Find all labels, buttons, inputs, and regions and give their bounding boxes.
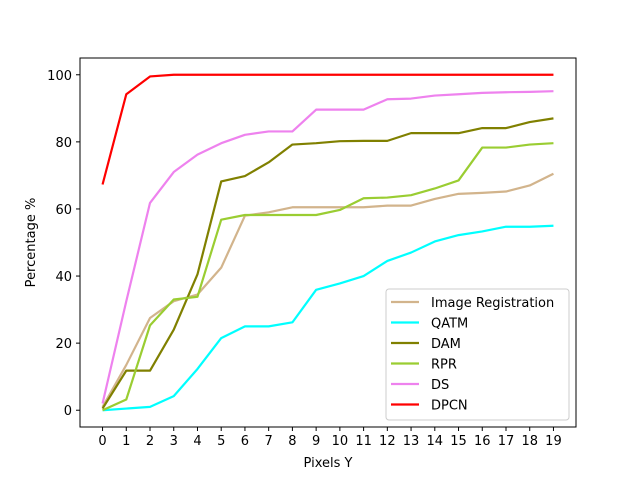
legend-items: Image Registration QATM DAM RPR DS DPCN (391, 296, 554, 414)
x-tick-label: 0 (98, 434, 106, 449)
x-tick-label: 8 (288, 434, 296, 449)
y-tick-label: 60 (55, 203, 72, 218)
series-line-dpcn (101, 73, 554, 185)
series-line-ds (101, 90, 554, 404)
legend-label: DPCN (431, 399, 468, 414)
x-tick-label: 15 (450, 434, 467, 449)
x-tick-label: 16 (474, 434, 491, 449)
legend-label: Image Registration (431, 296, 554, 311)
legend-label: DAM (431, 337, 461, 352)
y-tick-label: 100 (47, 69, 72, 84)
x-tick-label: 11 (355, 434, 372, 449)
y-tick-label: 40 (55, 270, 72, 285)
x-tick-label: 18 (521, 434, 538, 449)
x-tick-label: 6 (241, 434, 249, 449)
x-tick-label: 1 (122, 434, 130, 449)
series-line-qatm (102, 224, 554, 412)
plot-frame (79, 57, 577, 428)
x-tick-label: 3 (170, 434, 178, 449)
legend-box (385, 288, 570, 421)
x-axis-label: Pixels Y (304, 456, 353, 471)
x-tick-label: 9 (312, 434, 320, 449)
x-tick-label: 12 (379, 434, 396, 449)
y-tick-label: 20 (55, 337, 72, 352)
legend: Image Registration QATM DAM RPR DS DPCN (385, 288, 570, 421)
x-tick-label: 19 (545, 434, 562, 449)
series-line-rpr (102, 142, 554, 412)
x-axis-ticks: 0 1 2 3 4 5 6 7 8 9 10 11 12 13 14 15 16 17 18 19 (98, 427, 562, 449)
x-tick-label: 17 (498, 434, 515, 449)
x-tick-label: 4 (193, 434, 201, 449)
legend-label: DS (431, 378, 449, 393)
x-tick-label: 2 (146, 434, 154, 449)
y-tick-label: 80 (55, 136, 72, 151)
x-tick-label: 13 (403, 434, 420, 449)
y-axis-ticks: 0 20 40 60 80 100 (47, 69, 80, 419)
x-tick-label: 14 (427, 434, 444, 449)
legend-label: QATM (431, 317, 468, 332)
x-tick-label: 10 (332, 434, 349, 449)
x-tick-label: 7 (265, 434, 273, 449)
plot-lines (101, 73, 554, 412)
legend-label: RPR (431, 358, 457, 373)
x-tick-label: 5 (217, 434, 225, 449)
series-line-dam (101, 117, 554, 410)
y-tick-label: 0 (64, 404, 72, 419)
y-axis-label: Percentage % (24, 198, 39, 288)
